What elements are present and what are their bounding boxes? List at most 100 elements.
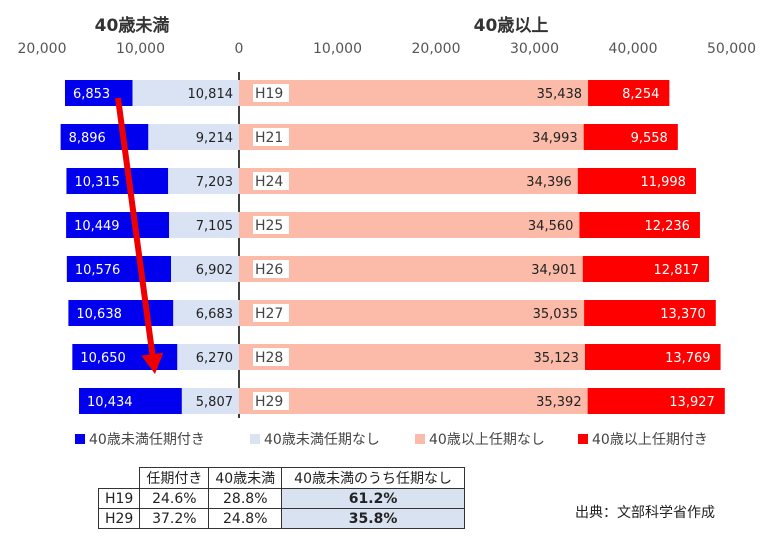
- bar-over40-fixed-term: [584, 300, 716, 326]
- data-label: 10,650: [80, 351, 126, 366]
- source-note: 出典：文部科学省作成: [575, 505, 715, 521]
- category-label: H26: [255, 262, 283, 278]
- x-tick-label: 40,000: [609, 41, 658, 57]
- diverging-bar-chart: 40歳未満 40歳以上 20,000 10,000 0 10,000 20,000 30,…: [18, 15, 757, 448]
- bar-over40-permanent: [239, 388, 588, 414]
- bar-under40-permanent: [169, 212, 239, 238]
- table-cell-highlight: 61.2%: [281, 488, 465, 509]
- data-label: 8,896: [69, 131, 106, 146]
- legend-swatch: [578, 434, 588, 444]
- bars-group: 10,814 6,853 35,438 8,254 H19 9,214 8,896 34,99…: [60, 80, 725, 414]
- bar-under40-permanent: [132, 80, 239, 106]
- bar-under40-fixed-term: [60, 124, 149, 150]
- bar-over40-permanent: [239, 80, 589, 106]
- bar-over40-permanent: [239, 344, 585, 370]
- data-label: 12,236: [644, 219, 690, 234]
- data-label: 6,902: [196, 263, 233, 278]
- data-label: 35,438: [537, 87, 583, 102]
- legend-label: 40歳以上任期付き: [592, 432, 708, 448]
- category-label-bg: [253, 128, 289, 146]
- data-label: 6,853: [73, 87, 110, 102]
- x-tick-label: 20,000: [18, 41, 67, 57]
- data-label: 9,558: [631, 131, 668, 146]
- data-label: 34,396: [526, 175, 572, 190]
- bar-over40-fixed-term: [583, 124, 678, 150]
- bar-under40-fixed-term: [66, 212, 170, 238]
- data-label: 10,638: [76, 307, 122, 322]
- category-label: H27: [255, 306, 283, 322]
- bar-under40-fixed-term: [66, 256, 172, 282]
- data-label: 35,392: [536, 395, 582, 410]
- category-label-bg: [253, 304, 289, 322]
- data-label: 35,123: [533, 351, 579, 366]
- summary-table: 任期付き 40歳未満 40歳未満のうち任期なし H19 24.6% 28.8% …: [97, 467, 465, 529]
- legend-swatch: [250, 434, 260, 444]
- data-label: 10,449: [74, 219, 120, 234]
- legend-item: 40歳未満任期付き: [75, 432, 205, 448]
- data-label: 35,035: [533, 307, 579, 322]
- data-label: 6,683: [196, 307, 233, 322]
- category-label-bg: [253, 348, 289, 366]
- legend-label: 40歳未満任期なし: [264, 432, 380, 448]
- category-label: H24: [255, 174, 283, 190]
- data-label: 34,993: [532, 131, 578, 146]
- legend-item: 40歳未満任期なし: [250, 432, 380, 448]
- legend-swatch: [75, 434, 85, 444]
- table-cell: 24.6%: [139, 488, 210, 509]
- bar-under40-permanent: [148, 124, 239, 150]
- bar-over40-permanent: [239, 124, 584, 150]
- bar-over40-fixed-term: [579, 212, 700, 238]
- bar-over40-fixed-term: [582, 256, 710, 282]
- bar-under40-permanent: [177, 344, 239, 370]
- bar-over40-permanent: [239, 256, 583, 282]
- data-label: 7,203: [196, 175, 233, 190]
- legend-item: 40歳以上任期なし: [415, 432, 545, 448]
- category-label-bg: [253, 216, 289, 234]
- x-tick-label: 10,000: [313, 41, 362, 57]
- data-label: 34,560: [528, 219, 574, 234]
- category-label-bg: [253, 172, 289, 190]
- category-label: H19: [255, 86, 283, 102]
- table-row-label: H29: [97, 508, 141, 529]
- bar-over40-fixed-term: [588, 80, 670, 106]
- table-row-label: H19: [97, 488, 141, 509]
- bar-under40-permanent: [171, 256, 239, 282]
- x-tick-label: 20,000: [412, 41, 461, 57]
- data-label: 7,105: [196, 219, 233, 234]
- legend-swatch: [415, 434, 425, 444]
- bar-under40-permanent: [168, 168, 239, 194]
- category-label: H25: [255, 218, 283, 234]
- trend-arrow-head: [141, 352, 164, 374]
- legend-label: 40歳未満任期付き: [89, 432, 205, 448]
- data-label: 12,817: [654, 263, 700, 278]
- table-cell-highlight: 35.8%: [281, 508, 465, 529]
- table-cell: 28.8%: [208, 488, 283, 509]
- table-header: 40歳未満のうち任期なし: [281, 467, 465, 489]
- data-label: 13,927: [669, 395, 715, 410]
- category-label: H29: [255, 394, 283, 410]
- right-panel-title: 40歳以上: [474, 15, 549, 36]
- category-label-bg: [253, 84, 289, 102]
- data-label: 10,814: [188, 87, 234, 102]
- data-label: 5,807: [196, 395, 233, 410]
- table-row: H19 24.6% 28.8% 61.2%: [97, 488, 465, 509]
- data-label: 8,254: [622, 87, 659, 102]
- data-label: 9,214: [196, 131, 233, 146]
- data-label: 6,270: [196, 351, 233, 366]
- table-cell: 37.2%: [139, 508, 210, 529]
- table-corner: [98, 467, 141, 489]
- table-header: 40歳未満: [208, 467, 283, 489]
- legend-item: 40歳以上任期付き: [578, 432, 708, 448]
- trend-arrow: [115, 97, 164, 374]
- bar-over40-permanent: [239, 300, 585, 326]
- data-label: 13,370: [660, 307, 706, 322]
- bar-over40-fixed-term: [587, 388, 725, 414]
- table-cell: 24.8%: [208, 508, 283, 529]
- data-label: 10,434: [87, 395, 133, 410]
- left-panel-title: 40歳未満: [95, 15, 170, 36]
- table-row: H29 37.2% 24.8% 35.8%: [97, 508, 465, 529]
- legend-label: 40歳以上任期なし: [429, 432, 545, 448]
- data-label: 13,769: [665, 351, 711, 366]
- x-tick-label: 10,000: [116, 41, 165, 57]
- data-label: 10,576: [75, 263, 121, 278]
